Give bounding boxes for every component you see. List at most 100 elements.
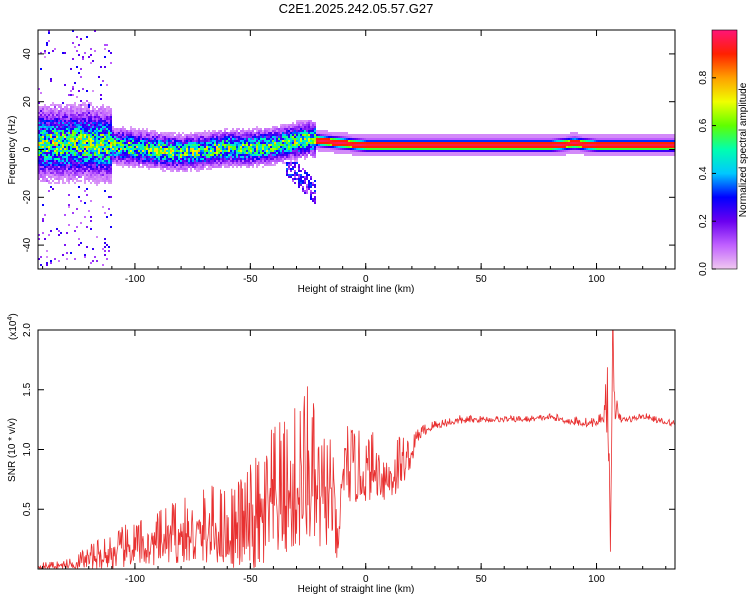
spectrogram-cell xyxy=(388,150,390,152)
spectrogram-cell xyxy=(110,170,112,172)
spectrogram-cell xyxy=(98,182,100,184)
spectrogram-cell xyxy=(104,238,106,240)
spectrogram-cell xyxy=(290,136,292,138)
spectrogram-cell xyxy=(240,132,242,134)
spectrogram-cell xyxy=(526,150,528,152)
spectrogram-cell xyxy=(128,166,130,168)
spectrogram-cell xyxy=(372,154,374,156)
spectrogram-cell xyxy=(68,118,70,120)
spectrogram-cell xyxy=(330,144,332,146)
spectrogram-cell xyxy=(494,144,496,146)
spectrogram-cell xyxy=(84,168,86,170)
spectrogram-cell xyxy=(188,134,190,136)
spectrogram-cell xyxy=(556,150,558,152)
spectrogram-cell xyxy=(450,134,452,136)
spectrogram-cell xyxy=(204,160,206,162)
spectrogram-cell xyxy=(482,152,484,154)
spectrogram-cell xyxy=(412,152,414,154)
spectrogram-cell xyxy=(210,168,212,170)
spectrogram-cell xyxy=(248,156,250,158)
spectrogram-cell xyxy=(358,154,360,156)
spectrogram-cell xyxy=(104,246,106,248)
spectrogram-cell xyxy=(52,138,54,140)
spectrogram-cell xyxy=(250,150,252,152)
spectrogram-cell xyxy=(314,130,316,132)
spectrogram-cell xyxy=(516,152,518,154)
spectrogram-cell xyxy=(132,136,134,138)
spectrogram-cell xyxy=(96,166,98,168)
spectrogram-cell xyxy=(236,160,238,162)
spectrogram-cell xyxy=(306,174,308,176)
spectrogram-cell xyxy=(204,146,206,148)
spectrogram-cell xyxy=(122,162,124,164)
spectrogram-cell xyxy=(148,144,150,146)
spectrogram-cell xyxy=(250,132,252,134)
spectrogram-cell xyxy=(164,140,166,142)
spectrogram-cell xyxy=(108,136,110,138)
spectrogram-cell xyxy=(40,68,42,70)
spectrogram-cell xyxy=(490,144,492,146)
spectrogram-cell xyxy=(562,138,564,140)
spectrogram-cell xyxy=(70,116,72,118)
spectrogram-cell xyxy=(380,152,382,154)
spectrogram-cell xyxy=(60,124,62,126)
spectrogram-cell xyxy=(314,152,316,154)
spectrogram-cell xyxy=(342,138,344,140)
spectrogram-cell xyxy=(150,134,152,136)
spectrogram-cell xyxy=(148,160,150,162)
spectrogram-cell xyxy=(54,136,56,138)
spectrogram-cell xyxy=(518,148,520,150)
spectrogram-cell xyxy=(190,154,192,156)
spectrogram-cell xyxy=(438,144,440,146)
spectrogram-cell xyxy=(74,140,76,142)
spectrogram-cell xyxy=(534,144,536,146)
spectrogram-cell xyxy=(152,146,154,148)
spectrogram-cell xyxy=(146,130,148,132)
spectrogram-cell xyxy=(84,190,86,192)
spectrogram-cell xyxy=(254,152,256,154)
spectrogram-cell xyxy=(230,142,232,144)
spectrogram-cell xyxy=(262,134,264,136)
spectrogram-cell xyxy=(84,178,86,180)
spectrogram-cell xyxy=(252,156,254,158)
spectrogram-cell xyxy=(184,170,186,172)
spectrogram-cell xyxy=(84,52,86,54)
spectrogram-cell xyxy=(172,144,174,146)
spectrogram-cell xyxy=(42,152,44,154)
spectrogram-cell xyxy=(270,156,272,158)
spectrogram-cell xyxy=(130,146,132,148)
spectrogram-cell xyxy=(82,146,84,148)
spectrogram-cell xyxy=(536,152,538,154)
spectrogram-cell xyxy=(192,138,194,140)
spectrogram-cell xyxy=(106,118,108,120)
spectrogram-cell xyxy=(234,138,236,140)
spectrogram-cell xyxy=(530,138,532,140)
spectrogram-cell xyxy=(148,158,150,160)
spectrogram-cell xyxy=(102,114,104,116)
spectrogram-cell xyxy=(282,130,284,132)
spectrogram-cell xyxy=(496,134,498,136)
spectrogram-cell xyxy=(212,140,214,142)
spectrogram-cell xyxy=(450,138,452,140)
spectrogram-cell xyxy=(74,166,76,168)
spectrogram-cell xyxy=(354,148,356,150)
spectrogram-cell xyxy=(302,154,304,156)
spectrogram-cell xyxy=(540,142,542,144)
spectrogram-cell xyxy=(288,126,290,128)
spectrogram-cell xyxy=(86,168,88,170)
spectrogram-cell xyxy=(132,166,134,168)
spectrogram-cell xyxy=(542,150,544,152)
spectrogram-cell xyxy=(58,118,60,120)
spectrogram-cell xyxy=(352,136,354,138)
spectrogram-cell xyxy=(224,142,226,144)
spectrogram-cell xyxy=(370,150,372,152)
spectrogram-cell xyxy=(388,140,390,142)
spectrogram-cell xyxy=(384,148,386,150)
spectrogram-cell xyxy=(66,110,68,112)
spectrogram-cell xyxy=(198,144,200,146)
spectrogram-cell xyxy=(86,166,88,168)
spectrogram-cell xyxy=(506,140,508,142)
spectrogram-cell xyxy=(100,160,102,162)
spectrogram-cell xyxy=(96,116,98,118)
spectrogram-cell xyxy=(272,130,274,132)
